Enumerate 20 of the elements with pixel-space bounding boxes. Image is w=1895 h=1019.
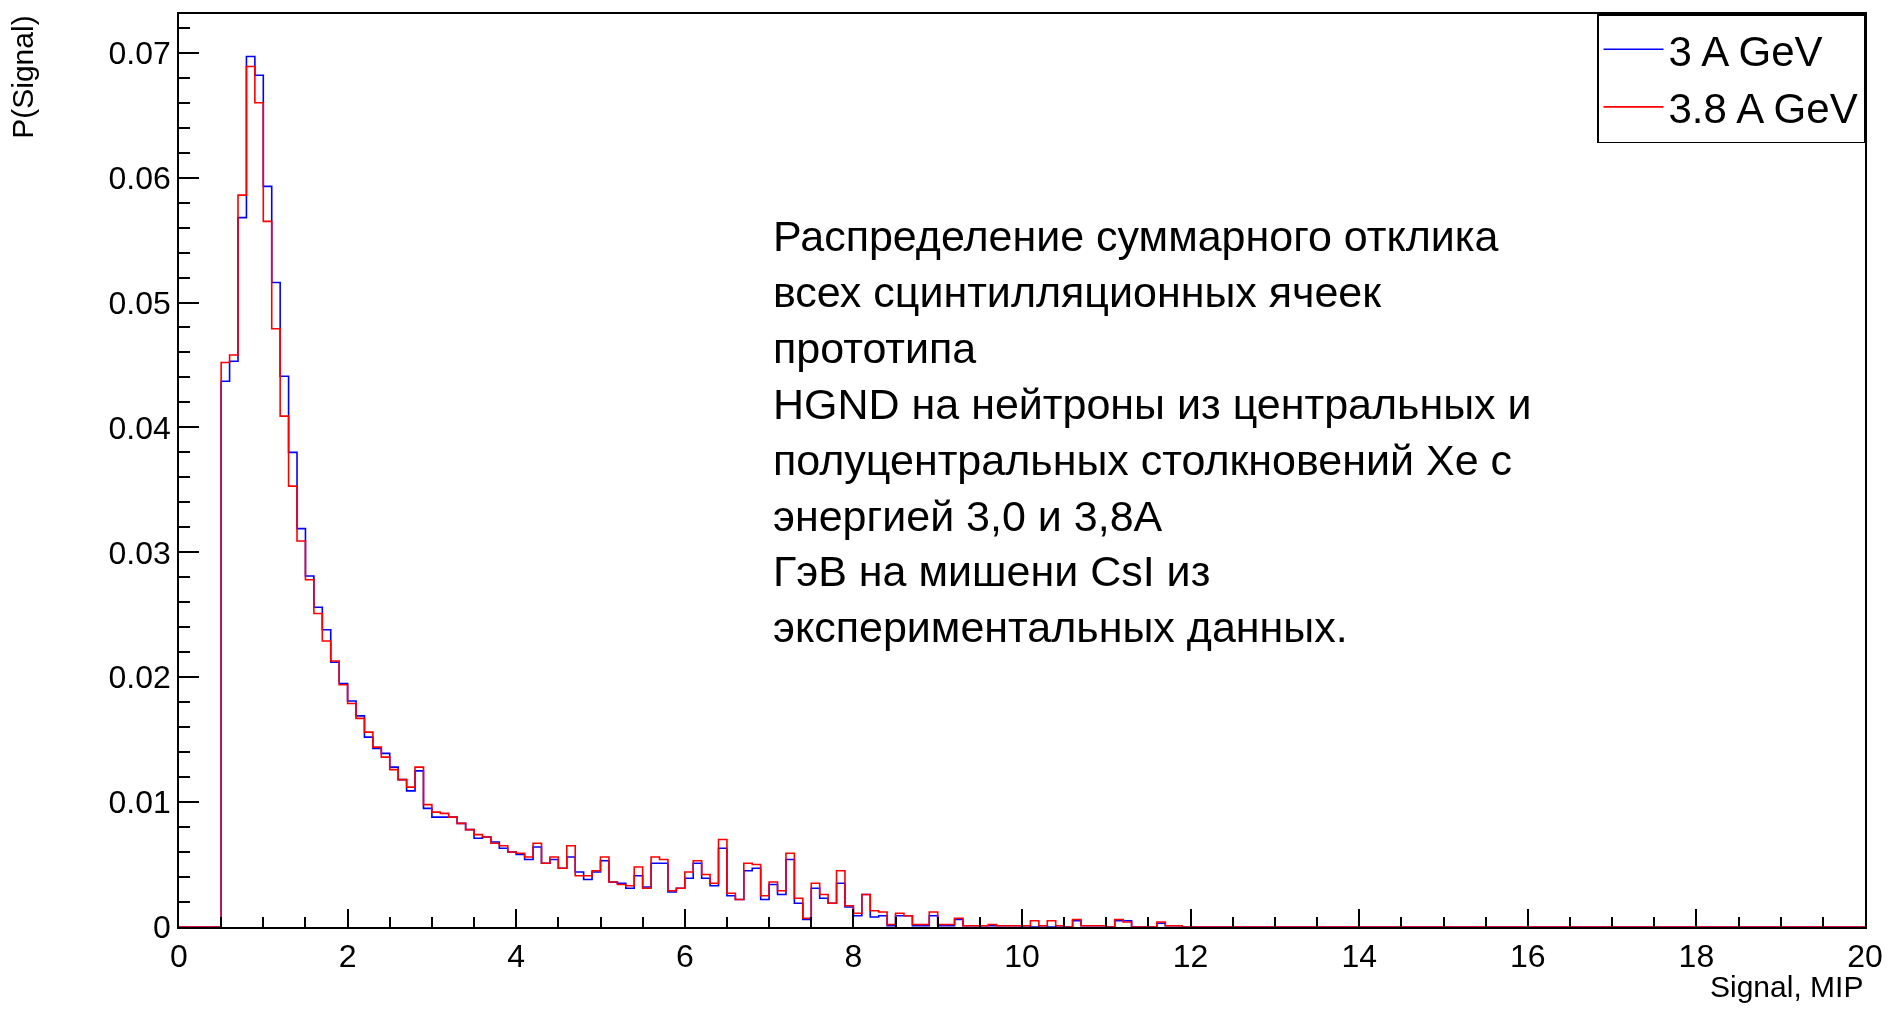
y-tick-label: 0.04 xyxy=(108,409,171,446)
y-tick-label: 0.07 xyxy=(108,34,171,71)
x-tick-label: 4 xyxy=(507,938,526,975)
x-tick-label: 12 xyxy=(1172,938,1209,975)
x-tick-label: 14 xyxy=(1341,938,1377,975)
y-tick-label: 0.03 xyxy=(108,534,171,571)
x-tick-label: 2 xyxy=(338,938,357,975)
y-tick-label: 0.06 xyxy=(108,159,171,196)
x-tick-label: 10 xyxy=(1004,938,1040,975)
legend-label: 3.8 A GeV xyxy=(1668,85,1858,133)
x-tick-label: 8 xyxy=(844,938,863,975)
annotation: Распределение суммарного отклика всех сцинтилляционных ячеек прототипа HGND на нейтроны из центральных и полуцентральных столкновений Xe с энергией 3,0 и 3,8А ГэВ на мишени CsI из экспериментальных данных. xyxy=(773,212,1532,652)
y-axis-title: P(Signal) xyxy=(5,15,39,139)
y-tick-label: 0.05 xyxy=(108,284,171,321)
y-tick-label: 0.02 xyxy=(108,659,171,696)
y-tick-label: 0 xyxy=(153,909,171,946)
y-tick-label: 0.01 xyxy=(108,784,171,821)
legend-label: 3 A GeV xyxy=(1668,27,1823,75)
x-tick-label: 6 xyxy=(675,938,694,975)
x-tick-label: 16 xyxy=(1510,938,1546,975)
